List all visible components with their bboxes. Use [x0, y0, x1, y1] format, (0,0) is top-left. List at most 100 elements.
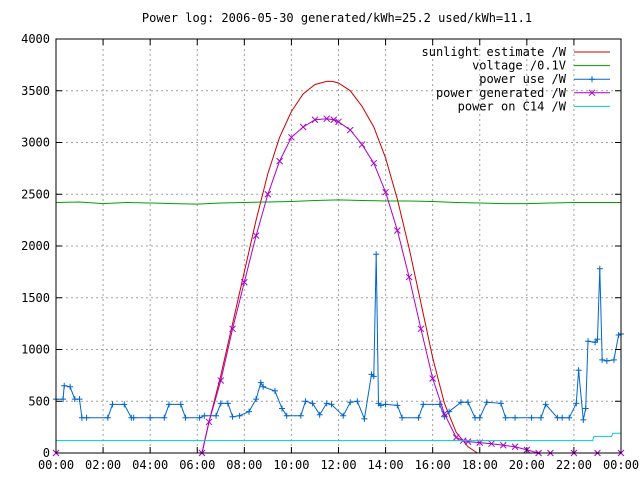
x-tick-label: 12:00 — [320, 458, 356, 472]
data-point — [316, 411, 323, 418]
data-point — [582, 405, 589, 412]
data-point — [483, 399, 490, 406]
x-tick-label: 14:00 — [368, 458, 404, 472]
data-point — [196, 414, 203, 421]
x-tick-label: 20:00 — [509, 458, 545, 472]
data-point — [67, 383, 74, 390]
data-point — [309, 400, 316, 407]
data-point — [271, 387, 278, 394]
data-point — [229, 413, 236, 420]
data-point — [575, 367, 582, 374]
y-tick-label: 2000 — [21, 239, 50, 253]
series-line — [56, 432, 621, 442]
series-line — [55, 199, 621, 205]
chart-title: Power log: 2006-05-30 generated/kWh=25.2… — [142, 11, 532, 25]
data-point — [83, 414, 90, 421]
data-point — [264, 190, 272, 198]
data-point — [599, 356, 606, 363]
y-tick-label: 3500 — [21, 84, 50, 98]
legend-label: sunlight estimate /W — [422, 45, 567, 59]
data-point — [297, 412, 304, 419]
data-point — [573, 400, 580, 407]
y-tick-label: 0 — [43, 446, 50, 460]
data-point — [76, 396, 83, 403]
data-point — [60, 396, 67, 403]
data-point — [340, 412, 347, 419]
data-point — [279, 405, 285, 412]
x-tick-label: 06:00 — [179, 458, 215, 472]
data-point — [370, 159, 378, 167]
y-tick-label: 4000 — [21, 32, 50, 46]
data-point — [246, 408, 253, 415]
legend-label: power on C14 /W — [458, 99, 567, 113]
data-point — [429, 375, 437, 382]
x-tick-label: 16:00 — [415, 458, 451, 472]
y-tick-label: 1000 — [21, 343, 50, 357]
data-point — [542, 401, 549, 408]
data-point — [457, 399, 464, 406]
data-point — [257, 379, 264, 386]
data-point — [347, 399, 354, 406]
data-point — [330, 116, 338, 124]
data-point — [361, 415, 368, 422]
data-point — [399, 414, 406, 421]
y-tick-label: 500 — [28, 394, 50, 408]
legend-marker — [588, 89, 596, 97]
data-point — [420, 401, 427, 408]
data-point — [299, 123, 307, 131]
data-point — [592, 339, 599, 346]
x-tick-label: 00:00 — [38, 458, 74, 472]
data-point — [441, 410, 448, 418]
data-point — [382, 188, 389, 196]
series-5 — [56, 432, 621, 442]
data-point — [511, 443, 519, 451]
data-point — [377, 402, 384, 409]
data-point — [109, 401, 116, 408]
data-point — [335, 118, 342, 126]
y-tick-label: 2500 — [21, 187, 50, 201]
data-point — [464, 438, 472, 445]
data-point — [323, 115, 331, 123]
data-point — [405, 273, 413, 281]
data-point — [394, 402, 401, 409]
data-point — [323, 400, 330, 407]
data-point — [585, 338, 592, 345]
data-point — [594, 336, 601, 343]
grid — [56, 39, 621, 453]
data-point — [161, 414, 168, 421]
data-point — [177, 401, 184, 408]
x-tick-label: 22:00 — [556, 458, 592, 472]
data-point — [580, 416, 587, 423]
data-point — [328, 401, 335, 408]
series-line — [201, 80, 478, 454]
data-point — [166, 401, 172, 408]
data-point — [217, 400, 224, 407]
data-point — [354, 398, 361, 405]
data-point — [213, 412, 220, 419]
data-point — [217, 377, 225, 384]
data-point — [253, 396, 260, 403]
series-2 — [55, 199, 621, 205]
data-point — [476, 414, 483, 421]
data-point — [229, 325, 236, 333]
data-point — [417, 325, 425, 333]
data-point — [373, 251, 380, 258]
data-point — [499, 441, 507, 449]
data-point — [252, 232, 260, 240]
data-point — [61, 382, 68, 389]
data-point — [488, 440, 495, 448]
data-point — [358, 141, 366, 148]
data-point — [566, 414, 573, 421]
data-point — [224, 400, 231, 407]
data-point — [528, 414, 535, 421]
data-point — [260, 383, 267, 390]
data-point — [497, 400, 504, 407]
data-point — [121, 401, 128, 408]
x-tick-label: 10:00 — [273, 458, 309, 472]
data-point — [302, 398, 309, 405]
x-tick-label: 08:00 — [226, 458, 262, 472]
data-point — [182, 414, 189, 421]
x-tick-label: 00:00 — [603, 458, 639, 472]
